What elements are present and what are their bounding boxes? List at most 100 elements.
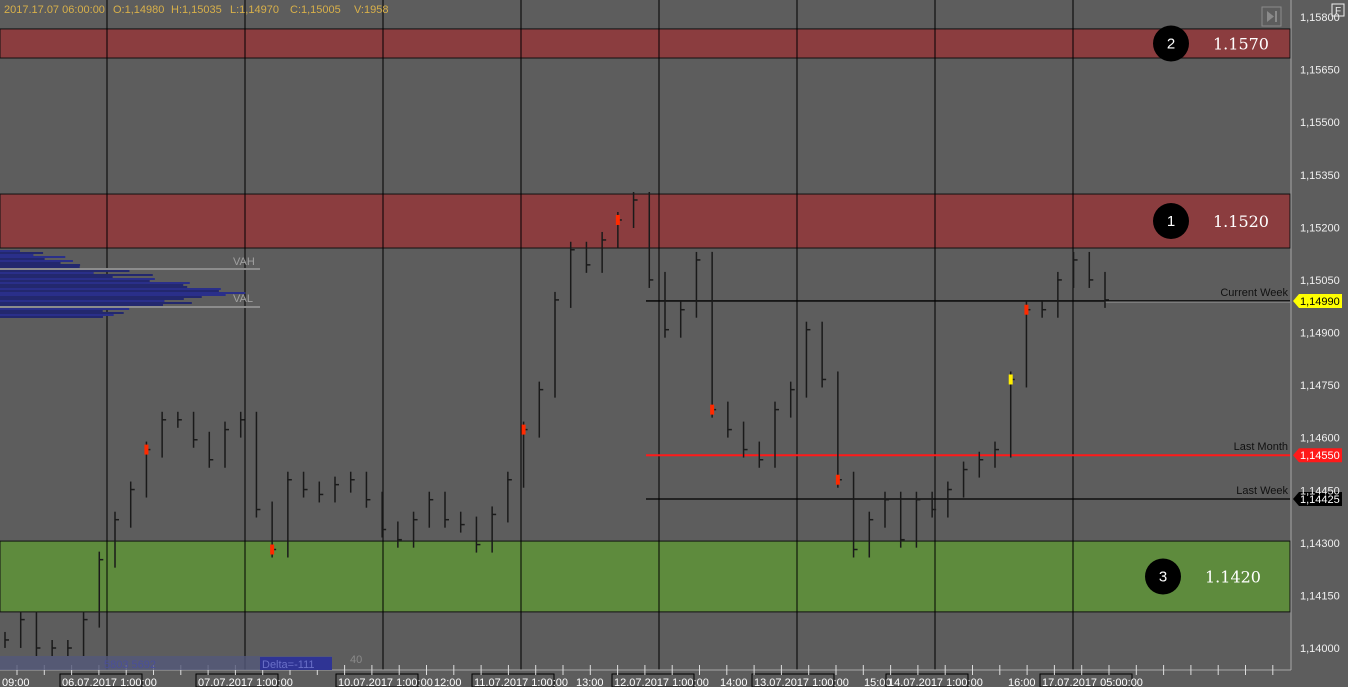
profile-bar (0, 262, 61, 264)
profile-bar (0, 260, 73, 262)
price-tick-label: 1,15050 (1300, 275, 1340, 287)
profile-bar (0, 308, 130, 310)
profile-bar (0, 300, 165, 302)
price-tick-label: 1,14150 (1300, 590, 1340, 602)
profile-bar (0, 282, 190, 284)
profile-bar (0, 316, 103, 318)
time-tick-label: 07.07.2017 1:00:00 (198, 677, 293, 687)
time-tick-label: 09:00 (2, 677, 30, 687)
profile-bar (0, 298, 184, 300)
profile-bar (0, 286, 188, 288)
delta-bar (0, 656, 332, 670)
time-tick-label: 10.07.2017 1:00:00 (338, 677, 433, 687)
delta-box (260, 657, 332, 670)
volume-cluster-marker (144, 444, 149, 455)
date-label-box (1039, 673, 1133, 687)
profile-bar (0, 304, 163, 306)
zone-marker-1 (1153, 203, 1189, 240)
price-tag (1293, 293, 1342, 308)
price-bars (4, 191, 1109, 656)
profile-bar (0, 294, 226, 296)
grid-layer (106, 0, 1074, 670)
profile-bar (0, 312, 124, 314)
volume-cluster-marker (521, 424, 526, 435)
price-tick-label: 1,14750 (1300, 380, 1340, 392)
time-tick-label: 12.07.2017 1:00:00 (614, 677, 709, 687)
date-label-box (751, 673, 835, 687)
profile-bar (0, 272, 94, 274)
profile-bar (0, 274, 153, 276)
profile-bar (0, 292, 246, 294)
header-close: C:1,15005 (290, 4, 341, 16)
date-label-box (471, 673, 555, 687)
price-tag-label: 1,14425 (1300, 494, 1340, 506)
zone-marker-3 (1145, 558, 1181, 595)
corner-f-button[interactable]: F (1331, 3, 1345, 17)
price-tick-label: 1,14600 (1300, 433, 1340, 445)
date-label-box (335, 673, 419, 687)
date-label-box (59, 673, 143, 687)
profile-bar (0, 256, 66, 258)
level-label: Last Month (1234, 441, 1288, 453)
profile-bar (0, 290, 219, 292)
scroll-end-button[interactable] (1261, 6, 1282, 27)
header-volume: V:1958 (354, 4, 388, 16)
header-open: O:1,14980 (113, 4, 164, 16)
profile-bar (0, 250, 20, 252)
profile-bar (0, 276, 113, 278)
time-tick-label: 11.07.2017 1:00:00 (474, 677, 568, 687)
play-end-icon (1267, 11, 1274, 22)
footer-delta: Delta=-111 (262, 659, 315, 671)
level-label: Current Week (1220, 287, 1288, 299)
zone-number-1: 1 (1167, 213, 1175, 230)
time-tick-label: 14:00 (720, 677, 748, 687)
profile-bar (0, 302, 192, 304)
price-tag-label: 1,14550 (1300, 450, 1340, 462)
levels-layer: Current Week 1,14990 Last Month 1,14550 Last… (646, 287, 1342, 507)
volume-cluster-marker (615, 214, 620, 225)
time-axis[interactable]: 09:00 06.07.2017 1:00:00 07.07.2017 1:00:0… (2, 665, 1274, 687)
time-tick-label: 17.07.2017 05:00:00 (1042, 677, 1143, 687)
price-tick-label: 1,14900 (1300, 328, 1340, 340)
zone-price-label-1: 1.1520 (1213, 212, 1269, 231)
time-tick-label: 15:00 (864, 677, 892, 687)
time-tick-label: 16:00 (1008, 677, 1036, 687)
profile-bar (0, 296, 202, 298)
profile-bar (0, 280, 150, 282)
time-tick-label: 12:00 (434, 677, 462, 687)
date-label-box (885, 673, 969, 687)
profile-bar (0, 266, 80, 268)
zone-3 (0, 540, 1291, 613)
scroll-end-frame (1261, 6, 1282, 27)
price-tag (1293, 448, 1342, 463)
price-tick-label: 1,15200 (1300, 222, 1340, 234)
profile-bar (0, 264, 81, 266)
zone-2 (0, 28, 1291, 59)
price-tag (1293, 492, 1342, 507)
price-tick-label: 1,15800 (1300, 12, 1340, 24)
footer-indicator: 5803 5692 Delta=-111 40 (0, 654, 362, 671)
vah-label: VAH (233, 256, 255, 268)
time-tick-label: 14.07.2017 1:00:00 (888, 677, 983, 687)
volume-cluster-marker (710, 404, 715, 415)
profile-bar (0, 258, 45, 260)
footer-volumes: 5803 5692 (104, 659, 156, 671)
date-label-box (611, 673, 695, 687)
volume-cluster-marker (835, 474, 840, 485)
time-tick-label: 13.07.2017 1:00:00 (754, 677, 849, 687)
header-low: L:1,14970 (230, 4, 279, 16)
val-label: VAL (233, 293, 253, 305)
zone-price-label-2: 1.1570 (1213, 34, 1269, 53)
profile-bar (0, 254, 34, 256)
zone-number-3: 3 (1159, 568, 1167, 585)
footer-count: 40 (350, 654, 362, 666)
price-tag-label: 1,14990 (1300, 296, 1340, 308)
price-tick-label: 1,14000 (1300, 643, 1340, 655)
corner-f-label: F (1335, 6, 1341, 17)
zone-number-2: 2 (1167, 35, 1175, 52)
zone-price-label-3: 1.1420 (1205, 567, 1261, 586)
ohlc-header: 2017.17.07 06:00:00 O:1,14980 H:1,15035 … (4, 4, 388, 16)
profile-bar (0, 284, 184, 286)
volume-cluster-marker (1024, 304, 1029, 315)
